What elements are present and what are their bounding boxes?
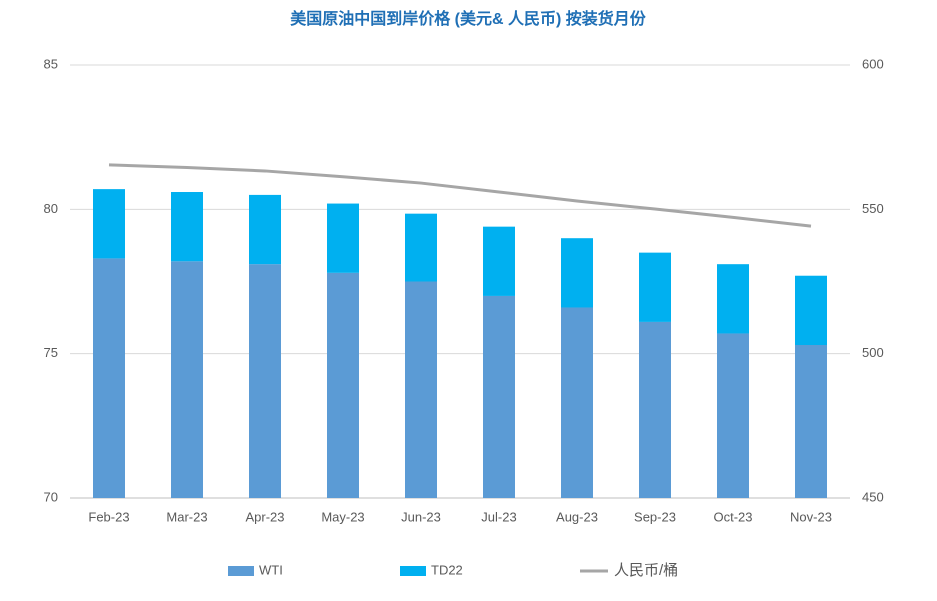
x-tick-label: Feb-23	[88, 509, 129, 524]
bar-segment	[795, 275, 827, 346]
bar-segment	[483, 226, 515, 296]
bar-segment	[249, 194, 281, 265]
bar-segment	[93, 189, 125, 259]
bar-segment	[639, 321, 671, 498]
x-tick-label: Jul-23	[481, 509, 516, 524]
bar-segment	[639, 252, 671, 322]
x-tick-label: Oct-23	[713, 509, 752, 524]
legend-label: WTI	[259, 562, 283, 577]
y-tick-label: 75	[44, 345, 58, 360]
y2-tick-label: 450	[862, 489, 884, 504]
y2-tick-label: 500	[862, 345, 884, 360]
bar-segment	[405, 281, 437, 498]
bar-segment	[327, 272, 359, 498]
x-tick-label: Mar-23	[166, 509, 207, 524]
bar-segment	[405, 213, 437, 282]
bar-segment	[717, 333, 749, 498]
x-tick-label: Nov-23	[790, 509, 832, 524]
bar-segment	[171, 261, 203, 498]
legend-label: TD22	[431, 562, 463, 577]
bar-segment	[561, 238, 593, 308]
y-tick-label: 85	[44, 56, 58, 71]
bar-segment	[795, 345, 827, 498]
legend-label: 人民币/桶	[614, 562, 678, 579]
y2-tick-label: 550	[862, 201, 884, 216]
y-tick-label: 70	[44, 489, 58, 504]
y-tick-label: 80	[44, 201, 58, 216]
x-tick-label: Apr-23	[245, 509, 284, 524]
bar-segment	[171, 192, 203, 262]
bar-segment	[483, 295, 515, 498]
x-tick-label: Jun-23	[401, 509, 441, 524]
legend-swatch	[400, 566, 426, 576]
x-tick-label: Sep-23	[634, 509, 676, 524]
bar-segment	[717, 264, 749, 334]
x-tick-label: May-23	[321, 509, 364, 524]
chart-title: 美国原油中国到岸价格 (美元& 人民币) 按装货月份	[290, 9, 647, 28]
bar-segment	[249, 264, 281, 498]
bar-segment	[327, 203, 359, 273]
line-series	[108, 163, 812, 228]
bar-segment	[93, 258, 125, 498]
bar-segment	[561, 307, 593, 498]
x-tick-label: Aug-23	[556, 509, 598, 524]
legend-swatch	[228, 566, 254, 576]
y2-tick-label: 600	[862, 56, 884, 71]
